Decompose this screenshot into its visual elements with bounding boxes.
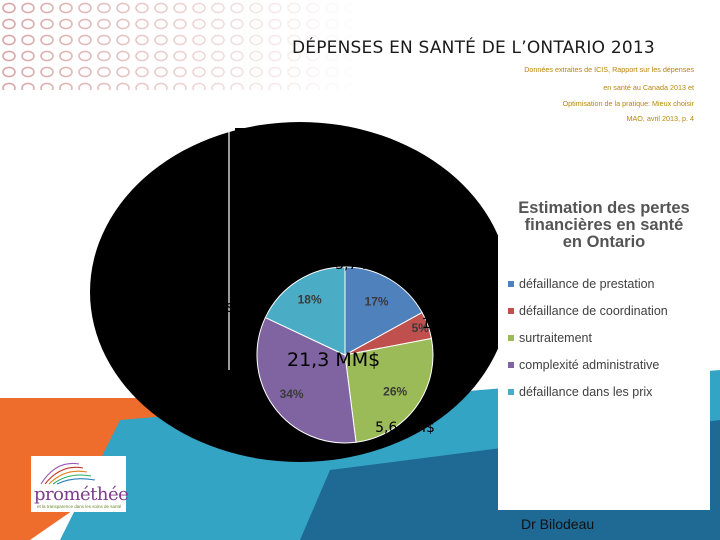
slice-percent-label: 17%	[365, 295, 389, 309]
slice-amount-label: 5,6 MM$	[375, 420, 435, 436]
legend-item: surtraitement	[508, 324, 668, 351]
slice-percent-label: 26%	[383, 384, 407, 398]
legend-item: défaillance de coordination	[508, 297, 668, 324]
slice-amount-label: 7,1 MM$	[202, 424, 262, 440]
legend-item: défaillance dans les prix	[508, 378, 668, 405]
legend-label: défaillance dans les prix	[519, 384, 653, 399]
author-name: Dr Bilodeau	[521, 516, 595, 532]
pie-slice	[344, 337, 434, 443]
source-line-3: Optimisation de la pratique: Mieux chois…	[562, 99, 694, 108]
black-overlay-column	[235, 128, 259, 446]
legend-swatch	[508, 280, 514, 287]
slice-amount-label: 1 MM$	[422, 316, 468, 332]
source-line-4: MAO, avril 2013, p. 4	[626, 114, 694, 123]
chart-title: Estimation des pertes financières en san…	[498, 200, 710, 251]
slice-amount-label: 3,9 MM$	[175, 300, 235, 316]
legend-swatch	[508, 388, 514, 395]
pie-total-label: 21,3 MM$	[287, 349, 380, 371]
source-line-1: Données extraites de ICIS, Rapport sur l…	[524, 65, 694, 74]
slice-percent-label: 5%	[412, 321, 430, 335]
slice-amount-label: 3,7 MM$	[335, 257, 395, 273]
legend-panel	[498, 192, 710, 510]
slice-percent-label: 34%	[280, 387, 304, 401]
logo-tagline: et la transparence dans les soins de san…	[37, 504, 122, 509]
slice-percent-label: 18%	[298, 292, 322, 306]
legend-swatch	[508, 361, 514, 368]
legend-swatch	[508, 334, 514, 341]
chart-title-line-1: Estimation des pertes	[518, 199, 690, 217]
promethee-logo: prométhée et la transparence dans les so…	[31, 456, 129, 512]
chart-title-line-3: en Ontario	[562, 233, 646, 251]
legend-label: surtraitement	[519, 330, 592, 345]
chart-legend: défaillance de prestation défaillance de…	[508, 270, 668, 405]
legend-label: complexité administrative	[519, 357, 660, 372]
source-line-2: en santé au Canada 2013 et	[603, 83, 694, 92]
legend-item: défaillance de prestation	[508, 270, 668, 297]
legend-label: défaillance de prestation	[519, 276, 655, 291]
pie-slice	[344, 266, 423, 356]
legend-item: complexité administrative	[508, 351, 668, 378]
legend-swatch	[508, 307, 514, 314]
page-title: DÉPENSES EN SANTÉ DE L’ONTARIO 2013	[292, 38, 655, 58]
chart-title-line-2: financières en santé	[524, 216, 684, 234]
pie-chart: 17% 5% 26% 34% 18%	[256, 266, 434, 444]
pie-slice	[264, 266, 346, 356]
logo-wordmark: prométhée	[34, 484, 129, 505]
logo-swirl-icon	[40, 462, 96, 485]
amount-labels: 3,7 MM$ 1 MM$ 5,6 MM$ 7,1 MM$ 3,9 MM$	[175, 257, 468, 440]
legend-label: défaillance de coordination	[519, 303, 668, 318]
